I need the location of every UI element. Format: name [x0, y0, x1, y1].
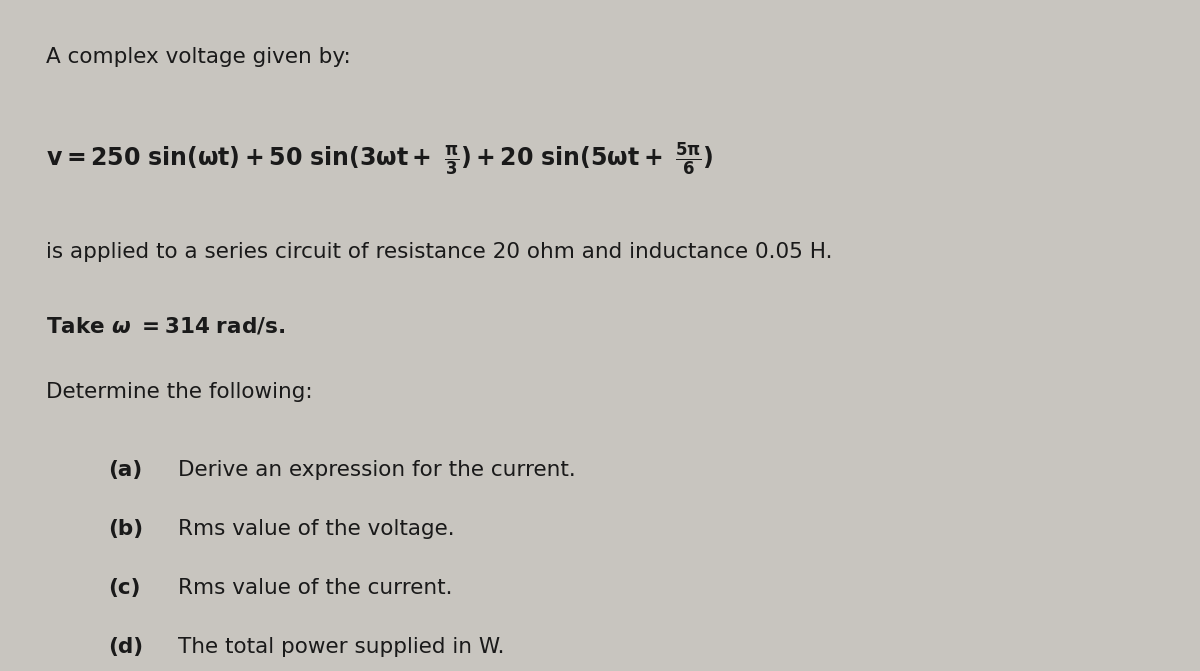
Text: is applied to a series circuit of resistance 20 ohm and inductance 0.05 H.: is applied to a series circuit of resist…	[46, 242, 832, 262]
Text: (a): (a)	[108, 460, 143, 480]
Text: A complex voltage given by:: A complex voltage given by:	[46, 47, 350, 67]
Text: (c): (c)	[108, 578, 140, 598]
Text: The total power supplied in W.: The total power supplied in W.	[178, 637, 504, 657]
Text: Determine the following:: Determine the following:	[46, 382, 312, 403]
Text: (d): (d)	[108, 637, 143, 657]
Text: Rms value of the voltage.: Rms value of the voltage.	[178, 519, 455, 539]
Text: $\mathbf{v = 250\ sin(\omega t) + 50\ sin(3\omega t +}$$\mathbf{\ \frac{\pi}{3}}: $\mathbf{v = 250\ sin(\omega t) + 50\ si…	[46, 141, 713, 178]
Text: Take $\boldsymbol{\omega}$ $\mathbf{= 314\ rad/s.}$: Take $\boldsymbol{\omega}$ $\mathbf{= 31…	[46, 315, 284, 336]
Text: Derive an expression for the current.: Derive an expression for the current.	[178, 460, 575, 480]
Text: Rms value of the current.: Rms value of the current.	[178, 578, 452, 598]
Text: (b): (b)	[108, 519, 143, 539]
